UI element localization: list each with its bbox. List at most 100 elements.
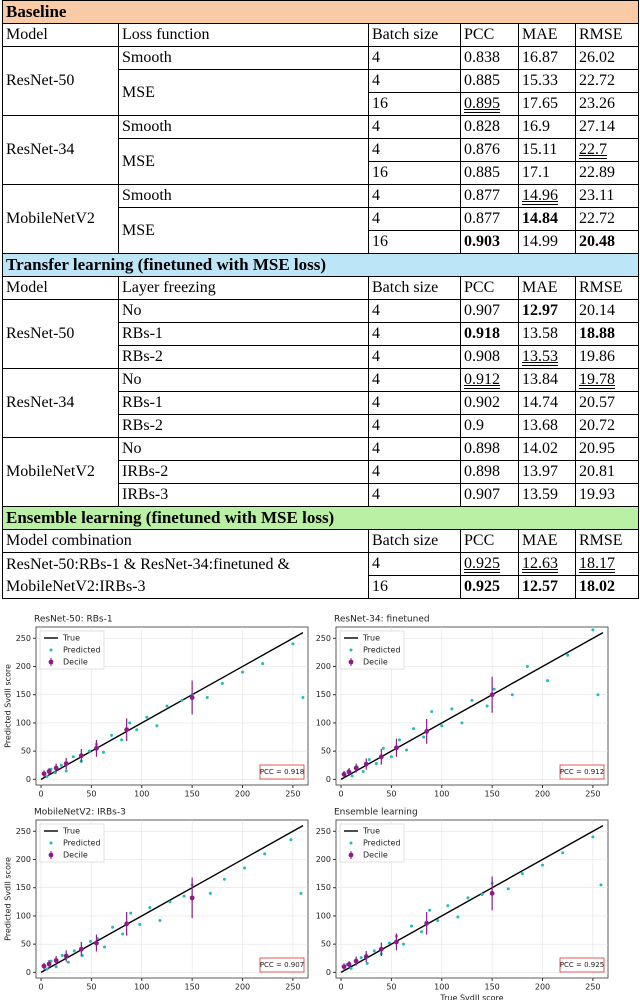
- predicted-point: [359, 956, 363, 960]
- predicted-point: [128, 721, 132, 725]
- predicted-point: [361, 769, 365, 773]
- decile-point: [353, 765, 359, 771]
- predicted-point: [599, 883, 603, 887]
- true-line: [340, 825, 604, 973]
- predicted-point: [111, 925, 115, 929]
- predicted-point: [301, 696, 305, 700]
- x-tick-label: 50: [86, 790, 96, 799]
- table-cell: 16: [368, 161, 461, 185]
- predicted-point: [64, 769, 68, 773]
- y-tick-label: 50: [321, 747, 331, 756]
- decile-point: [189, 895, 195, 901]
- predicted-point: [397, 738, 401, 742]
- legend-swatch: [348, 852, 354, 858]
- table-cell: 20.57: [574, 391, 640, 415]
- decile-point: [341, 771, 347, 777]
- predicted-point: [110, 733, 114, 737]
- true-line: [40, 632, 304, 780]
- predicted-point: [591, 628, 595, 632]
- panel-title: ResNet-34: finetuned: [334, 615, 430, 625]
- predicted-point: [220, 681, 224, 685]
- table-cell: 4: [368, 460, 461, 484]
- table-cell: 16.87: [518, 46, 576, 70]
- table-cell: 0.898: [460, 460, 519, 484]
- table-cell: 0.907: [460, 483, 519, 507]
- annotation-box: [259, 957, 305, 973]
- table-cell: 26.02: [574, 46, 640, 70]
- table-cell: 4: [368, 299, 461, 323]
- x-tick-label: 0: [338, 790, 343, 799]
- setting-cell: Smooth: [118, 184, 369, 208]
- table-cell: 27.14: [574, 115, 640, 139]
- predicted-point: [525, 665, 529, 668]
- table-row: RBs-2 4 0.9 13.68 20.72: [3, 414, 640, 438]
- table-row: MSE 4 0.876 15.11 22.7: [3, 138, 640, 185]
- model-cell: ResNet-50: [2, 46, 119, 116]
- column-header: RMSE: [574, 529, 640, 553]
- y-tick-label: 100: [16, 718, 31, 727]
- y-tick-label: 50: [321, 940, 331, 949]
- predicted-point: [389, 755, 393, 759]
- predicted-point: [440, 724, 444, 728]
- true-line: [340, 632, 604, 780]
- table-cell: 20.95: [574, 437, 640, 461]
- decile-point: [53, 958, 59, 963]
- predicted-point: [289, 838, 293, 842]
- y-tick-label: 100: [16, 911, 31, 920]
- panel-title: ResNet-50: RBs-1: [34, 615, 113, 625]
- y-tick-label: 250: [16, 827, 31, 836]
- decile-point: [94, 745, 99, 751]
- table-cell: 0.925: [460, 552, 519, 576]
- true-line: [40, 825, 304, 973]
- predicted-point: [45, 775, 49, 779]
- table-cell: 0.877: [460, 207, 519, 231]
- table-cell: 14.84: [518, 207, 576, 231]
- table-row: MobileNetV2 No 4 0.898 14.02 20.95: [2, 437, 640, 507]
- table-cell: 0.918: [460, 322, 519, 346]
- x-tick-label: 0: [338, 983, 343, 992]
- table-cell: 20.81: [574, 460, 640, 484]
- predicted-point: [446, 904, 450, 908]
- predicted-point: [410, 924, 414, 928]
- y-tick-label: 50: [21, 940, 31, 949]
- table-cell: 13.84: [518, 368, 576, 392]
- decile-point: [94, 940, 99, 946]
- legend-label: Decile: [63, 658, 88, 667]
- predicted-point: [261, 662, 265, 666]
- table-cell: 20.14: [574, 299, 640, 323]
- predicted-point: [49, 959, 53, 963]
- annotation: PCC = 0.907: [260, 961, 304, 969]
- table-cell: 19.86: [574, 345, 640, 369]
- table-cell: 13.53: [518, 345, 576, 369]
- predicted-point: [428, 908, 432, 912]
- predicted-point: [492, 687, 496, 691]
- predicted-point: [59, 763, 63, 767]
- table-row: Model Loss function Batch size PCC MAE RMSE: [2, 23, 640, 47]
- table-cell: 17.1: [518, 161, 576, 185]
- table-cell: 16.9: [518, 115, 576, 139]
- x-tick-label: 50: [386, 983, 396, 992]
- column-header: RMSE: [574, 23, 640, 47]
- x-tick-label: 50: [86, 983, 96, 992]
- column-header: Loss function: [118, 23, 369, 47]
- predicted-point: [155, 724, 159, 728]
- annotation: PCC = 0.918: [260, 768, 304, 776]
- predicted-point: [263, 852, 267, 856]
- decile-point: [363, 954, 369, 959]
- legend-swatch: [348, 659, 354, 665]
- setting-cell: Smooth: [118, 46, 369, 70]
- x-tick-label: 50: [386, 790, 396, 799]
- setting-cell: MSE: [118, 138, 369, 185]
- decile-point: [78, 753, 84, 759]
- table-row: RBs-1 4 0.918 13.58 18.88: [3, 322, 640, 346]
- setting-cell: RBs-2: [118, 414, 369, 438]
- predicted-point: [420, 930, 424, 934]
- predicted-point: [510, 693, 514, 697]
- setting-cell: MSE: [118, 69, 369, 116]
- y-tick-label: 150: [16, 883, 31, 892]
- predicted-point: [45, 967, 49, 971]
- legend-label: Predicted: [363, 646, 401, 655]
- predicted-point: [222, 877, 226, 881]
- y-tick-label: 0: [326, 775, 331, 784]
- table-cell: 19.78: [574, 368, 640, 392]
